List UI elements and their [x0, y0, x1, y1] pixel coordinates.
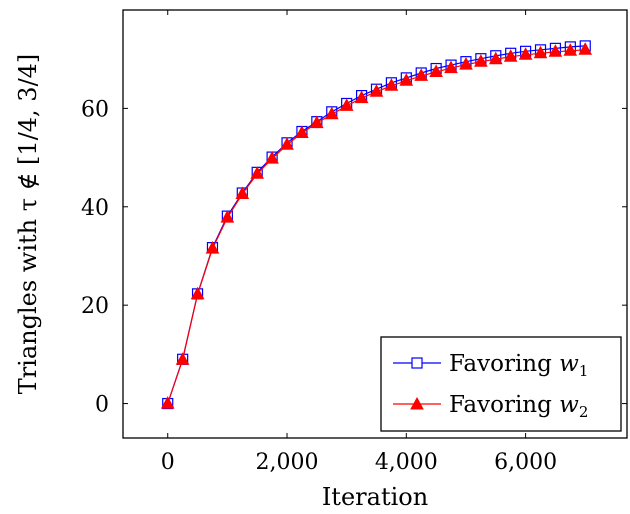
- data-point: [205, 241, 220, 254]
- data-point: [444, 60, 458, 74]
- legend-label-w1-var: w: [559, 351, 579, 377]
- tick-labels: 0 2,000 4,000 6,000 0 20 40 60: [81, 97, 557, 475]
- data-point: [384, 78, 399, 91]
- y-axis-label: Triangles with τ ∉ [1/4, 3/4]: [14, 54, 42, 395]
- plot-frame: [122, 9, 628, 439]
- data-point: [354, 90, 369, 104]
- y-tick-label: 40: [81, 196, 109, 221]
- x-axis-label: Iteration: [322, 483, 428, 511]
- legend: Favoring w1 Favoring w2: [380, 336, 622, 432]
- legend-label-w2-main: Favoring: [449, 392, 559, 418]
- x-tick-label: 6,000: [494, 450, 557, 475]
- legend-label-w1-sub: 1: [579, 362, 589, 380]
- data-point: [250, 166, 265, 179]
- axis-ticks: [123, 10, 627, 438]
- data-point: [474, 54, 488, 67]
- axis-labels: Iteration Triangles with τ ∉ [1/4, 3/4]: [14, 54, 428, 511]
- data-point: [563, 43, 578, 56]
- data-point: [324, 106, 339, 120]
- series-layer: [160, 40, 593, 410]
- data-point: [414, 68, 429, 81]
- data-point: [399, 73, 414, 86]
- data-point: [265, 151, 279, 164]
- data-point: [175, 352, 190, 365]
- x-tick-label: 4,000: [375, 450, 438, 475]
- legend-label-w1-main: Favoring: [449, 351, 559, 377]
- data-point: [309, 115, 324, 129]
- x-tick-label: 2,000: [256, 450, 319, 475]
- legend-triangle-marker: [410, 396, 424, 410]
- data-point: [518, 47, 533, 60]
- data-point: [503, 49, 518, 62]
- legend-label-w2: Favoring w2: [449, 392, 588, 421]
- data-point: [578, 42, 593, 55]
- x-tick-label: 0: [161, 450, 175, 475]
- legend-entry-w2: Favoring w2: [393, 392, 588, 421]
- series-2: [160, 42, 593, 409]
- legend-box: [380, 336, 622, 432]
- legend-square-marker: [411, 357, 423, 369]
- data-point: [295, 125, 309, 138]
- data-point: [548, 44, 563, 57]
- data-point: [280, 137, 294, 150]
- y-tick-label: 0: [95, 393, 109, 418]
- legend-label-w2-var: w: [559, 392, 579, 418]
- data-point: [488, 51, 503, 65]
- data-point: [459, 57, 473, 70]
- data-point: [220, 210, 235, 223]
- y-tick-label: 20: [81, 294, 109, 319]
- y-tick-label: 60: [81, 97, 109, 122]
- legend-label-w2-sub: 2: [579, 403, 589, 421]
- data-point: [339, 98, 354, 111]
- data-point: [160, 396, 175, 409]
- legend-entry-w1: Favoring w1: [393, 351, 588, 380]
- data-point: [369, 84, 384, 97]
- data-point: [429, 64, 443, 77]
- data-point: [190, 286, 205, 300]
- data-point: [235, 186, 250, 199]
- legend-label-w1: Favoring w1: [449, 351, 588, 380]
- data-point: [533, 45, 548, 59]
